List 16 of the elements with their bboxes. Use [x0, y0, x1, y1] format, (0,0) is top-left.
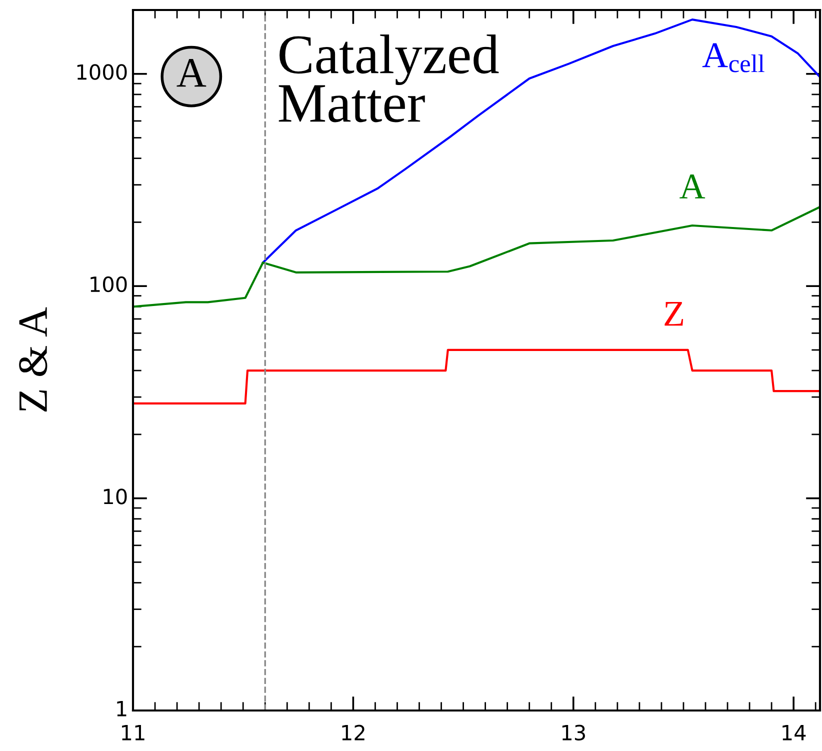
- x-tick-label: 13: [562, 724, 585, 741]
- x-tick-label: 12: [342, 724, 364, 740]
- annotation: A: [176, 59, 206, 87]
- y-axis-title: Z & A: [19, 307, 48, 412]
- series-label: A$_{cell}$: [702, 43, 764, 72]
- y-tick-label: 100: [90, 276, 127, 292]
- y-tick-label: 1000: [77, 64, 127, 80]
- x-tick-label: 14: [782, 725, 806, 740]
- x-tick-label: 11: [122, 725, 144, 740]
- y-tick-label: 10: [104, 488, 127, 504]
- series-label: Z: [664, 302, 684, 326]
- y-tick-label: 1: [117, 701, 126, 716]
- line-series: [133, 348, 820, 404]
- annotation: Catalyzed Matter: [278, 34, 499, 122]
- series-label: A: [680, 174, 706, 198]
- line-series: [262, 18, 820, 264]
